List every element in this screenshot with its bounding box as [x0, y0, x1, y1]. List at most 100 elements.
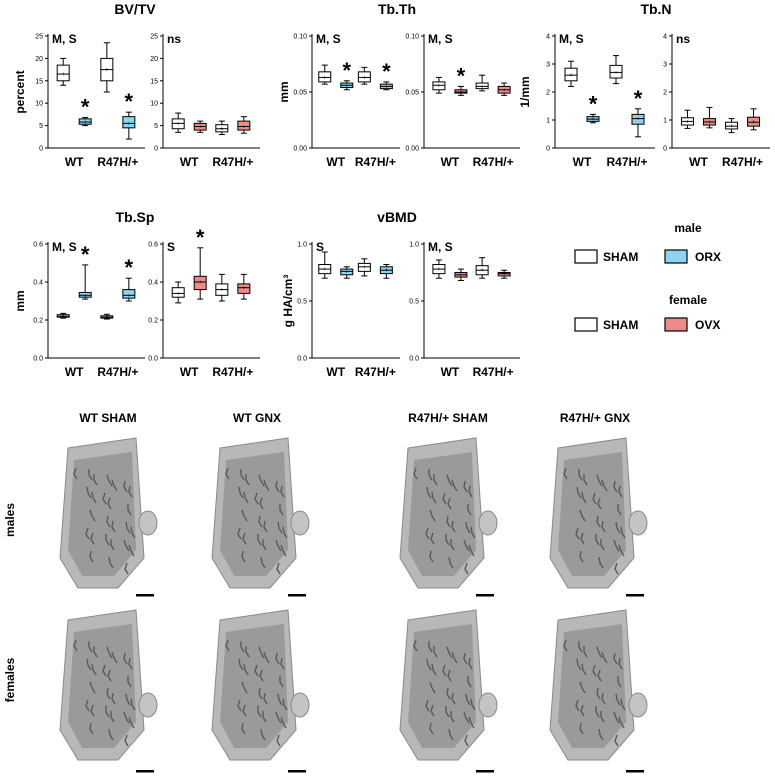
trabecula: [428, 641, 433, 653]
box-WT-OVX: +: [193, 120, 207, 133]
box-R47H/+-SHAM: +: [725, 118, 739, 134]
significance-star: *: [125, 89, 134, 114]
trabecula: [85, 527, 90, 540]
trabecula: [451, 692, 456, 705]
trabecula: [583, 646, 588, 658]
trabecula: [276, 562, 281, 575]
trabecula: [426, 486, 432, 499]
trabecula: [442, 492, 447, 505]
y-tick-label: 0.5: [297, 299, 307, 306]
micro-ct-grid: WT SHAM WT GNX R47H/+ SHAM R47H/+ GNX ma…: [3, 411, 648, 773]
x-category-label: WT: [441, 155, 460, 169]
box-WT-OVX: +*: [454, 63, 468, 96]
ct-col-title-3: R47H/+ SHAM: [408, 411, 488, 425]
chart-panel-8: 0.00.20.40.6 SWT R47H/+++*+ +: [148, 225, 260, 379]
trabecula: [581, 663, 587, 676]
trabecula: [107, 497, 112, 510]
trabecula: [89, 722, 94, 735]
bone-condyle: [478, 692, 498, 718]
trabecula: [576, 486, 582, 499]
bone-condyle: [478, 510, 498, 536]
significance-star: *: [589, 91, 598, 116]
legend-label-male-orx: ORX: [695, 250, 721, 264]
box-iqr: [340, 268, 354, 276]
trabecula: [280, 716, 287, 729]
trabecula: [463, 652, 468, 665]
trabecula: [90, 532, 95, 545]
box-R47H/+-SHAM: +: [357, 66, 371, 85]
trabecula: [592, 492, 597, 505]
title-tbn: Tb.N: [640, 1, 671, 17]
trabecula: [108, 556, 114, 569]
box-iqr: [122, 116, 136, 129]
trabecula: [579, 722, 584, 735]
trabecula: [102, 492, 107, 505]
scale-bar: [136, 594, 154, 597]
trabecula: [124, 734, 129, 747]
trabecula: [595, 534, 600, 546]
box-WT-ORX: +*: [340, 58, 354, 91]
trabecula: [596, 646, 603, 659]
trabecula: [263, 692, 268, 705]
y-tick-label: 3: [546, 62, 550, 69]
box-iqr: [475, 82, 489, 90]
box-R47H/+-ORX: +: [379, 264, 393, 279]
title-vbmd: vBMD: [377, 209, 417, 225]
y-tick-label: 4: [546, 34, 550, 41]
x-category-label: WT: [573, 155, 592, 169]
significance-star: *: [125, 255, 134, 280]
x-category-label: WT: [180, 365, 199, 379]
box-mean-marker: +: [437, 267, 441, 273]
trabecula: [468, 544, 475, 557]
trabecula: [429, 681, 436, 694]
significance-annotation: M, S: [316, 32, 341, 46]
box-WT-SHAM: +: [171, 281, 185, 304]
trabecula: [262, 711, 267, 723]
significance-annotation: ns: [167, 32, 181, 46]
trabecula: [446, 474, 453, 487]
trabecula: [277, 693, 283, 706]
chart-panel-6: 0 1 2 3 4 ns WT R47H/+ + + + +: [663, 32, 770, 169]
trabecula: [128, 716, 135, 729]
trabecula: [598, 556, 604, 569]
trabecula: [111, 520, 116, 533]
trabecula: [258, 646, 265, 659]
box-R47H/+-SHAM: +: [357, 258, 371, 277]
trabecula: [275, 652, 280, 665]
trabecula: [241, 681, 248, 694]
box-mean-marker: +: [363, 265, 367, 271]
trabecula: [238, 658, 244, 671]
box-R47H/+-ORX: +*: [122, 89, 136, 140]
ct-row-label-females: females: [3, 657, 17, 702]
box-R47H/+-OVX: +: [237, 273, 251, 300]
trabecula: [262, 539, 267, 551]
significance-annotation: S: [167, 240, 175, 254]
trabecula: [433, 474, 438, 486]
box-iqr: [357, 262, 371, 272]
legend-female-title: female: [669, 293, 707, 307]
chart-panel-10: 0.0 0.5 1.0 M, S WT R47H/+ + + + +: [409, 240, 520, 379]
legend-label-male-sham: SHAM: [603, 250, 638, 264]
trabecula: [428, 469, 433, 481]
box-mean-marker: +: [83, 120, 87, 126]
y-tick-label: 0: [39, 146, 43, 153]
y-tick-label: 0: [546, 146, 550, 153]
ct-row-label-males: males: [3, 503, 17, 537]
trabecula: [451, 651, 458, 664]
y-tick-label: 0.4: [33, 280, 43, 287]
box-R47H/+-SHAM: +: [475, 74, 489, 92]
trabecula: [429, 550, 434, 563]
trabecula: [106, 646, 113, 659]
trabecula: [463, 480, 468, 493]
scale-bar: [626, 770, 644, 773]
box-WT-SHAM: +: [318, 251, 332, 279]
box-mean-marker: +: [198, 124, 202, 130]
trabecula: [124, 562, 129, 575]
box-mean-marker: +: [686, 119, 690, 125]
trabecula: [73, 639, 78, 652]
y-tick-label: 15: [150, 78, 158, 85]
box-WT-OVX: +: [702, 106, 716, 129]
y-tick-label: 0.0: [297, 356, 307, 363]
trabecula: [600, 711, 605, 723]
